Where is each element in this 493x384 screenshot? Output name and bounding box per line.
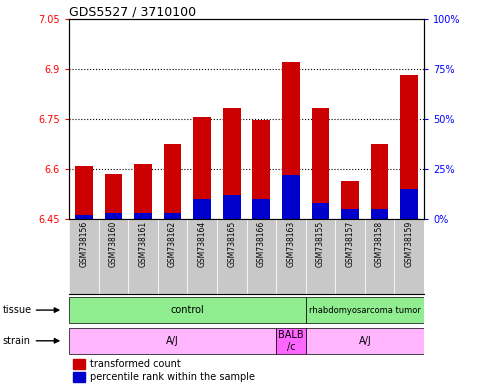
Bar <box>306 219 335 294</box>
Text: GSM738155: GSM738155 <box>316 221 325 267</box>
Bar <box>246 219 276 294</box>
Bar <box>252 199 270 219</box>
Text: GSM738157: GSM738157 <box>346 221 354 267</box>
Text: GSM738158: GSM738158 <box>375 221 384 267</box>
Text: GSM738160: GSM738160 <box>109 221 118 267</box>
Bar <box>371 209 388 219</box>
Bar <box>312 203 329 219</box>
Bar <box>128 219 158 294</box>
Text: GSM738156: GSM738156 <box>79 221 88 267</box>
Text: GSM738165: GSM738165 <box>227 221 236 267</box>
Bar <box>276 328 306 354</box>
Bar <box>164 144 181 219</box>
Bar <box>312 108 329 219</box>
Text: transformed count: transformed count <box>90 359 181 369</box>
Bar <box>69 297 306 323</box>
Text: GSM738162: GSM738162 <box>168 221 177 267</box>
Bar <box>69 328 276 354</box>
Bar <box>400 189 418 219</box>
Text: tissue: tissue <box>2 305 32 315</box>
Bar <box>134 164 152 219</box>
Bar <box>365 219 394 294</box>
Bar <box>371 144 388 219</box>
Bar <box>99 219 128 294</box>
Text: GSM738159: GSM738159 <box>405 221 414 267</box>
Text: A/J: A/J <box>166 336 179 346</box>
Bar <box>282 62 300 219</box>
Bar <box>69 219 99 294</box>
Bar <box>306 328 424 354</box>
Bar <box>75 166 93 219</box>
Bar <box>306 297 424 323</box>
Text: strain: strain <box>2 336 31 346</box>
Text: GSM738164: GSM738164 <box>198 221 207 267</box>
Bar <box>394 219 424 294</box>
Text: control: control <box>171 305 204 315</box>
Text: GSM738166: GSM738166 <box>257 221 266 267</box>
Text: BALB
/c: BALB /c <box>278 330 304 352</box>
Bar <box>252 120 270 219</box>
Bar <box>400 75 418 219</box>
Bar <box>164 213 181 219</box>
Bar <box>134 213 152 219</box>
Bar <box>276 219 306 294</box>
Bar <box>193 199 211 219</box>
Text: A/J: A/J <box>358 336 371 346</box>
Text: GSM738163: GSM738163 <box>286 221 295 267</box>
Bar <box>223 108 241 219</box>
Bar <box>75 215 93 219</box>
Bar <box>217 219 246 294</box>
Bar <box>341 180 359 219</box>
Bar <box>72 359 85 369</box>
Bar <box>223 195 241 219</box>
Bar <box>341 209 359 219</box>
Text: rhabdomyosarcoma tumor: rhabdomyosarcoma tumor <box>309 306 421 314</box>
Bar <box>105 174 122 219</box>
Text: GSM738161: GSM738161 <box>139 221 147 267</box>
Bar <box>158 219 187 294</box>
Bar <box>187 219 217 294</box>
Bar <box>193 118 211 219</box>
Bar <box>282 175 300 219</box>
Bar <box>72 372 85 382</box>
Text: GDS5527 / 3710100: GDS5527 / 3710100 <box>69 5 196 18</box>
Text: percentile rank within the sample: percentile rank within the sample <box>90 372 255 382</box>
Bar <box>335 219 365 294</box>
Bar <box>105 213 122 219</box>
